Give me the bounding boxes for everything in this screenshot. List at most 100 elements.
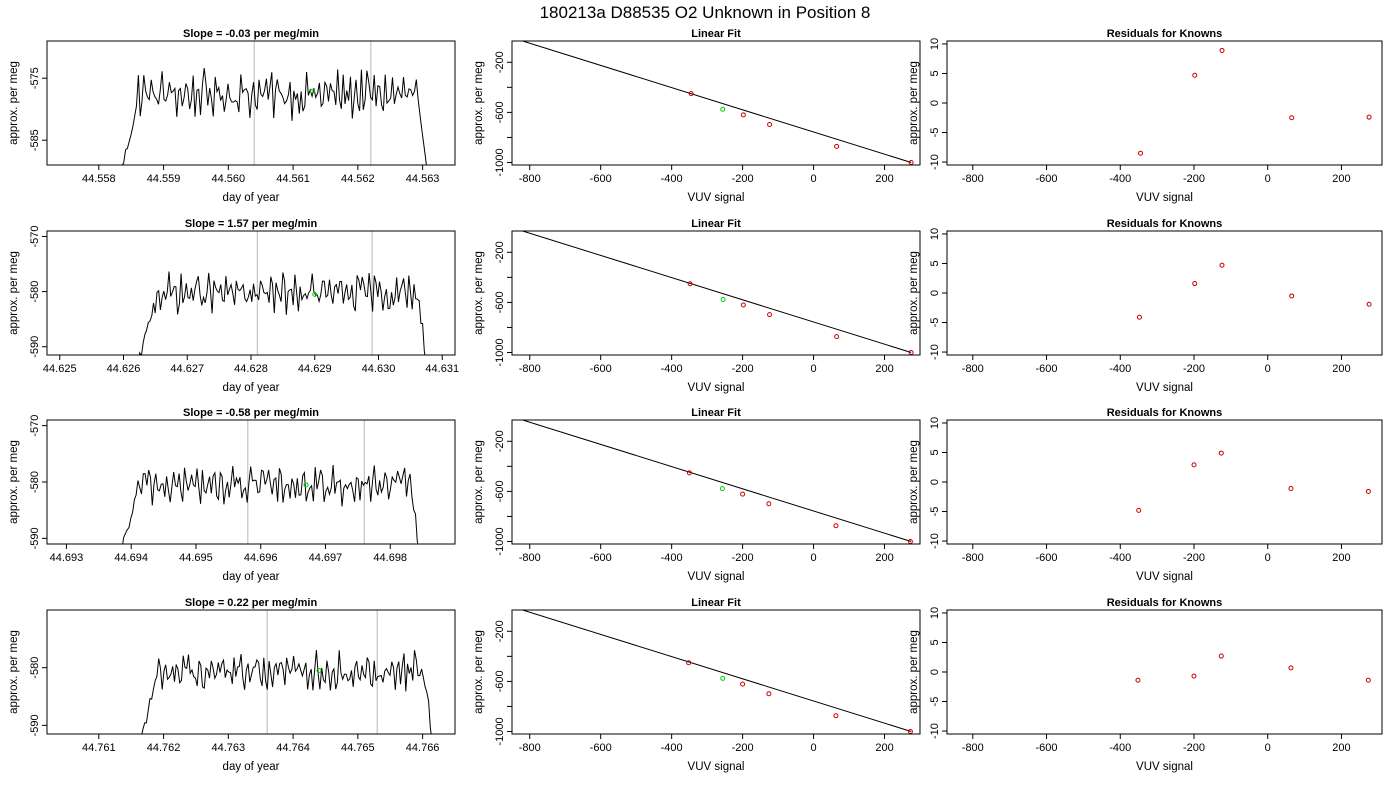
residual-point: [1136, 507, 1142, 513]
y-axis-label: approx. per meg: [473, 61, 485, 145]
y-tick-label: 0: [929, 100, 941, 106]
x-tick-label: -800: [962, 363, 984, 375]
x-tick-label: -600: [590, 173, 612, 185]
x-axis-label: VUV signal: [688, 192, 745, 204]
known-standard-point: [766, 691, 772, 697]
x-tick-label: 200: [1332, 742, 1350, 754]
x-tick-label: -200: [732, 742, 754, 754]
panel-title: Residuals for Knowns: [1107, 28, 1223, 40]
x-axis-label: day of year: [223, 571, 280, 583]
panel-title: Slope = 1.57 per meg/min: [185, 218, 318, 230]
plot-frame: [511, 609, 921, 735]
known-standard-point: [833, 713, 839, 719]
plot-area: [1138, 47, 1372, 156]
panel-title: Linear Fit: [691, 28, 741, 40]
y-axis-label: approx. per meg: [908, 251, 920, 335]
chart-panel-10: Slope = 0.22 per meg/min 44.761 44.762 44.7…: [8, 597, 456, 773]
x-tick-label: 44.558: [82, 173, 116, 185]
x-tick-label: -800: [519, 742, 541, 754]
residual-point: [1366, 114, 1372, 120]
known-standard-point: [834, 334, 840, 340]
signal-trace-line: [121, 67, 427, 165]
x-tick-label: 44.693: [50, 552, 84, 564]
x-axis-label: VUV signal: [1136, 382, 1193, 394]
plot-frame: [946, 419, 1383, 545]
known-standard-point: [740, 302, 746, 308]
y-tick-label: -570: [29, 415, 41, 437]
x-tick-label: 44.628: [234, 363, 268, 375]
y-axis-label: approx. per meg: [8, 61, 20, 145]
y-tick-label: 0: [929, 479, 941, 485]
x-axis-label: VUV signal: [1136, 761, 1193, 773]
plot-frame: [46, 230, 456, 356]
residual-point: [1192, 72, 1198, 78]
residual-point: [1289, 115, 1295, 121]
y-tick-label: -200: [494, 430, 506, 452]
panel-title: Residuals for Knowns: [1107, 218, 1223, 230]
x-tick-label: 0: [1265, 363, 1271, 375]
x-tick-label: 44.559: [147, 173, 181, 185]
x-tick-label: 44.631: [425, 363, 459, 375]
y-tick-label: 0: [929, 669, 941, 675]
x-tick-label: -200: [1183, 173, 1205, 185]
x-tick-label: -600: [1036, 363, 1058, 375]
y-tick-label: -200: [494, 620, 506, 642]
y-tick-label: -1000: [494, 527, 506, 555]
x-tick-label: -800: [519, 173, 541, 185]
known-standard-point: [834, 143, 840, 149]
known-standard-point: [740, 112, 746, 118]
unknown-sample-point: [719, 486, 725, 492]
residual-point: [1289, 293, 1295, 299]
x-tick-label: -200: [1183, 552, 1205, 564]
chart-panel-8: Linear Fit -800 -600 -400 -200 0 200 -200 -600 -1…: [473, 407, 921, 583]
y-tick-label: 10: [929, 38, 941, 50]
x-tick-label: 44.625: [43, 363, 77, 375]
plot-area: [122, 420, 419, 544]
x-tick-label: 44.627: [170, 363, 204, 375]
fit-line: [522, 231, 912, 353]
plot-frame: [511, 230, 921, 356]
x-tick-label: 44.695: [179, 552, 213, 564]
x-tick-label: 44.697: [309, 552, 343, 564]
known-standard-point: [767, 312, 773, 318]
y-tick-label: -200: [494, 241, 506, 263]
y-tick-label: -5: [929, 318, 941, 328]
residual-point: [1365, 677, 1371, 683]
x-tick-label: -600: [590, 363, 612, 375]
x-tick-label: -400: [661, 552, 683, 564]
x-axis-label: VUV signal: [688, 761, 745, 773]
mean-point-marker: [316, 668, 322, 674]
panel-title: Linear Fit: [691, 407, 741, 419]
known-standard-point: [686, 470, 692, 476]
y-axis-label: approx. per meg: [473, 630, 485, 714]
y-tick-label: 5: [929, 449, 941, 455]
residual-point: [1219, 262, 1225, 268]
x-tick-label: 44.761: [82, 742, 116, 754]
y-tick-label: -575: [29, 67, 41, 89]
x-tick-label: -200: [732, 552, 754, 564]
y-tick-label: -5: [929, 507, 941, 517]
x-tick-label: 44.629: [298, 363, 332, 375]
panel-title: Linear Fit: [691, 218, 741, 230]
y-axis-label: approx. per meg: [8, 440, 20, 524]
residual-point: [1138, 150, 1144, 156]
mean-point-marker: [310, 88, 316, 94]
residual-point: [1135, 677, 1141, 683]
unknown-sample-point: [720, 106, 726, 112]
chart-panel-3: Residuals for Knowns -800 -600 -400 -200 0 200…: [908, 28, 1383, 204]
y-axis-label: approx. per meg: [8, 251, 20, 335]
panel-title: Slope = -0.58 per meg/min: [183, 407, 319, 419]
plot-frame: [46, 609, 456, 735]
x-tick-label: -400: [661, 742, 683, 754]
y-tick-label: -580: [29, 281, 41, 303]
known-standard-point: [740, 491, 746, 497]
x-tick-label: -400: [1109, 363, 1131, 375]
y-tick-label: -585: [29, 129, 41, 151]
y-tick-label: -1000: [494, 717, 506, 745]
x-tick-label: 44.563: [406, 173, 440, 185]
x-tick-label: 44.562: [341, 173, 375, 185]
x-axis-label: VUV signal: [1136, 571, 1193, 583]
panel-title: Linear Fit: [691, 597, 741, 609]
plot-area: [1135, 653, 1371, 683]
